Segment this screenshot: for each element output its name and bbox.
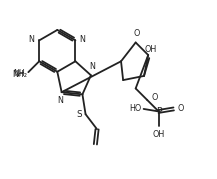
Text: N: N: [58, 96, 64, 105]
Text: NH: NH: [14, 69, 25, 78]
Text: N: N: [29, 35, 35, 44]
Text: OH: OH: [144, 45, 156, 54]
Text: N: N: [79, 35, 85, 44]
Text: O: O: [152, 93, 158, 102]
Text: S: S: [76, 110, 82, 119]
Text: NH₂: NH₂: [12, 70, 27, 79]
Text: HO: HO: [130, 104, 142, 113]
Text: N: N: [89, 62, 95, 71]
Text: O: O: [178, 104, 184, 113]
Text: OH: OH: [153, 130, 165, 139]
Text: O: O: [133, 29, 140, 38]
Text: P: P: [156, 107, 161, 115]
